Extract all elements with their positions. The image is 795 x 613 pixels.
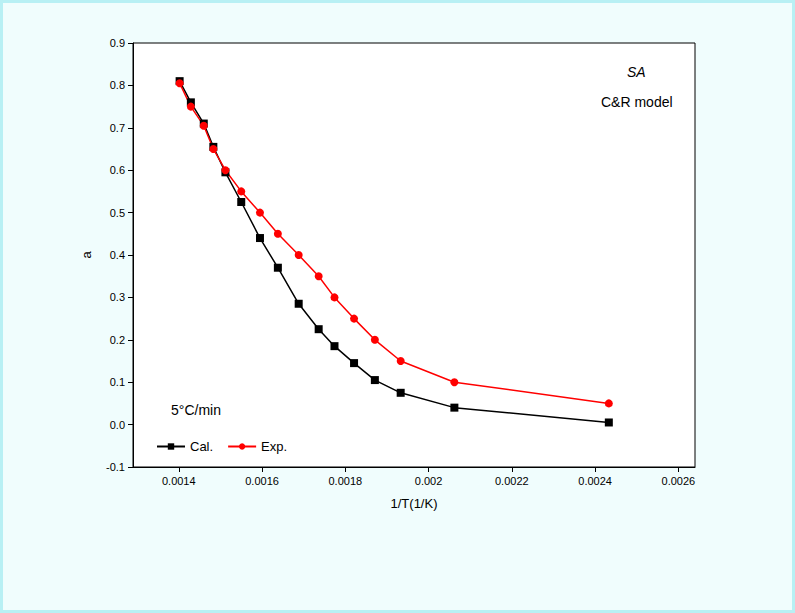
- svg-text:0.7: 0.7: [110, 122, 125, 134]
- svg-text:0.0: 0.0: [110, 419, 125, 431]
- svg-text:-0.1: -0.1: [106, 461, 125, 473]
- svg-text:0.002: 0.002: [415, 475, 443, 487]
- svg-text:C&R model: C&R model: [601, 94, 673, 110]
- svg-text:0.0024: 0.0024: [578, 475, 612, 487]
- svg-text:0.6: 0.6: [110, 164, 125, 176]
- svg-text:0.0018: 0.0018: [328, 475, 362, 487]
- svg-text:0.5: 0.5: [110, 207, 125, 219]
- svg-text:SA: SA: [627, 64, 646, 80]
- svg-text:0.9: 0.9: [110, 37, 125, 49]
- svg-text:0.2: 0.2: [110, 334, 125, 346]
- svg-text:Exp.: Exp.: [261, 439, 287, 454]
- svg-text:a: a: [79, 251, 94, 259]
- svg-text:0.4: 0.4: [110, 249, 125, 261]
- svg-text:0.8: 0.8: [110, 79, 125, 91]
- svg-text:0.0014: 0.0014: [162, 475, 196, 487]
- svg-text:0.3: 0.3: [110, 291, 125, 303]
- svg-text:0.0016: 0.0016: [245, 475, 279, 487]
- svg-text:0.0022: 0.0022: [495, 475, 529, 487]
- svg-text:5°C/min: 5°C/min: [171, 402, 221, 418]
- svg-text:0.1: 0.1: [110, 376, 125, 388]
- svg-text:0.0026: 0.0026: [662, 475, 696, 487]
- svg-text:1/T(1/K): 1/T(1/K): [391, 496, 438, 511]
- svg-text:Cal.: Cal.: [190, 439, 213, 454]
